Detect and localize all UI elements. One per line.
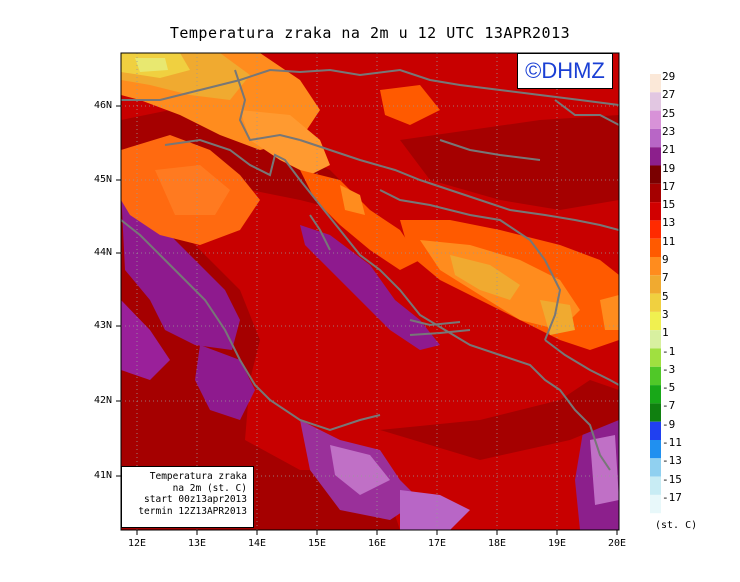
colorbar-swatch bbox=[650, 293, 661, 312]
colorbar-swatch bbox=[650, 275, 661, 294]
colorbar-label: 23 bbox=[662, 124, 676, 138]
colorbar-label: 11 bbox=[662, 234, 676, 248]
lat-label: 41N bbox=[93, 470, 112, 481]
coastlines bbox=[121, 68, 619, 471]
colorbar-swatch bbox=[650, 385, 661, 404]
lon-label: 20E bbox=[607, 538, 627, 549]
lat-label: 45N bbox=[93, 174, 112, 185]
colorbar-label: 25 bbox=[662, 106, 676, 120]
colorbar-swatch bbox=[650, 74, 661, 93]
info-line: termin 12Z13APR2013 bbox=[138, 505, 247, 517]
lat-label: 44N bbox=[93, 247, 112, 258]
colorbar-label: -13 bbox=[662, 454, 682, 468]
temperature-field bbox=[121, 53, 619, 530]
grid-lines bbox=[121, 53, 619, 530]
colorbar-label: -11 bbox=[662, 436, 682, 449]
colorbar-label: 1 bbox=[662, 326, 669, 340]
colorbar-label: 13 bbox=[662, 216, 676, 230]
colorbar-label: -5 bbox=[662, 381, 676, 395]
lat-label: 43N bbox=[93, 320, 112, 331]
colorbar-label: -7 bbox=[662, 399, 676, 413]
colorbar-swatch bbox=[650, 238, 661, 257]
colorbar-swatch bbox=[650, 220, 661, 239]
info-line: Temperatura zraka bbox=[149, 471, 247, 482]
colorbar-label: -15 bbox=[662, 472, 682, 486]
lat-label: 42N bbox=[93, 395, 112, 406]
colorbar-swatch bbox=[650, 458, 661, 477]
colorbar-label: 9 bbox=[662, 253, 669, 266]
colorbar-label: -17 bbox=[662, 490, 682, 504]
lon-label: 14E bbox=[247, 538, 267, 549]
colorbar-swatch bbox=[650, 128, 661, 148]
colorbar-swatch bbox=[650, 494, 661, 514]
info-box: Temperatura zraka na 2m (st. C) start 00… bbox=[121, 466, 254, 528]
colorbar-swatch bbox=[650, 330, 661, 349]
colorbar-label: 29 bbox=[662, 70, 676, 83]
colorbar-label: 7 bbox=[662, 271, 669, 285]
colorbar-label: -3 bbox=[662, 362, 676, 376]
colorbar-label: -9 bbox=[662, 417, 676, 431]
colorbar-swatch bbox=[650, 147, 661, 166]
colorbar-swatch bbox=[650, 183, 661, 203]
colorbar-label: 21 bbox=[662, 143, 676, 157]
colorbar bbox=[650, 74, 661, 514]
colorbar-swatch bbox=[650, 257, 661, 276]
lon-label: 13E bbox=[187, 538, 207, 549]
colorbar-label: 3 bbox=[662, 307, 669, 321]
colorbar-swatch bbox=[650, 421, 661, 440]
colorbar-label: 19 bbox=[662, 161, 676, 175]
lon-label: 12E bbox=[127, 538, 147, 549]
colorbar-label: 15 bbox=[662, 198, 676, 212]
info-line: start 00z13apr2013 bbox=[144, 494, 247, 505]
colorbar-swatch bbox=[650, 311, 661, 331]
map-frame bbox=[120, 52, 620, 531]
colorbar-swatch bbox=[650, 165, 661, 184]
axis-ticks bbox=[116, 105, 618, 535]
map-title: Temperatura zraka na 2m u 12 UTC 13APR20… bbox=[169, 24, 571, 42]
colorbar-swatch bbox=[650, 440, 661, 459]
colorbar-label: 5 bbox=[662, 289, 669, 303]
colorbar-label: 27 bbox=[662, 88, 676, 102]
colorbar-label: 17 bbox=[662, 179, 676, 193]
colorbar-swatch bbox=[650, 92, 661, 111]
dhmz-logo: ©DHMZ bbox=[517, 53, 613, 89]
colorbar-unit: (st. C) bbox=[655, 520, 698, 531]
colorbar-swatch bbox=[650, 202, 661, 221]
lon-label: 18E bbox=[487, 538, 507, 549]
colorbar-swatch bbox=[650, 348, 661, 367]
lon-label: 19E bbox=[547, 538, 567, 549]
lon-label: 17E bbox=[427, 538, 447, 549]
colorbar-swatch bbox=[650, 366, 661, 386]
lon-label: 15E bbox=[307, 538, 327, 549]
lon-label: 16E bbox=[367, 538, 387, 549]
info-line: na 2m (st. C) bbox=[172, 482, 247, 494]
colorbar-swatch bbox=[650, 110, 661, 129]
colorbar-swatch bbox=[650, 403, 661, 422]
colorbar-label: -1 bbox=[662, 344, 676, 358]
lat-label: 46N bbox=[93, 100, 112, 111]
colorbar-swatch bbox=[650, 476, 661, 495]
